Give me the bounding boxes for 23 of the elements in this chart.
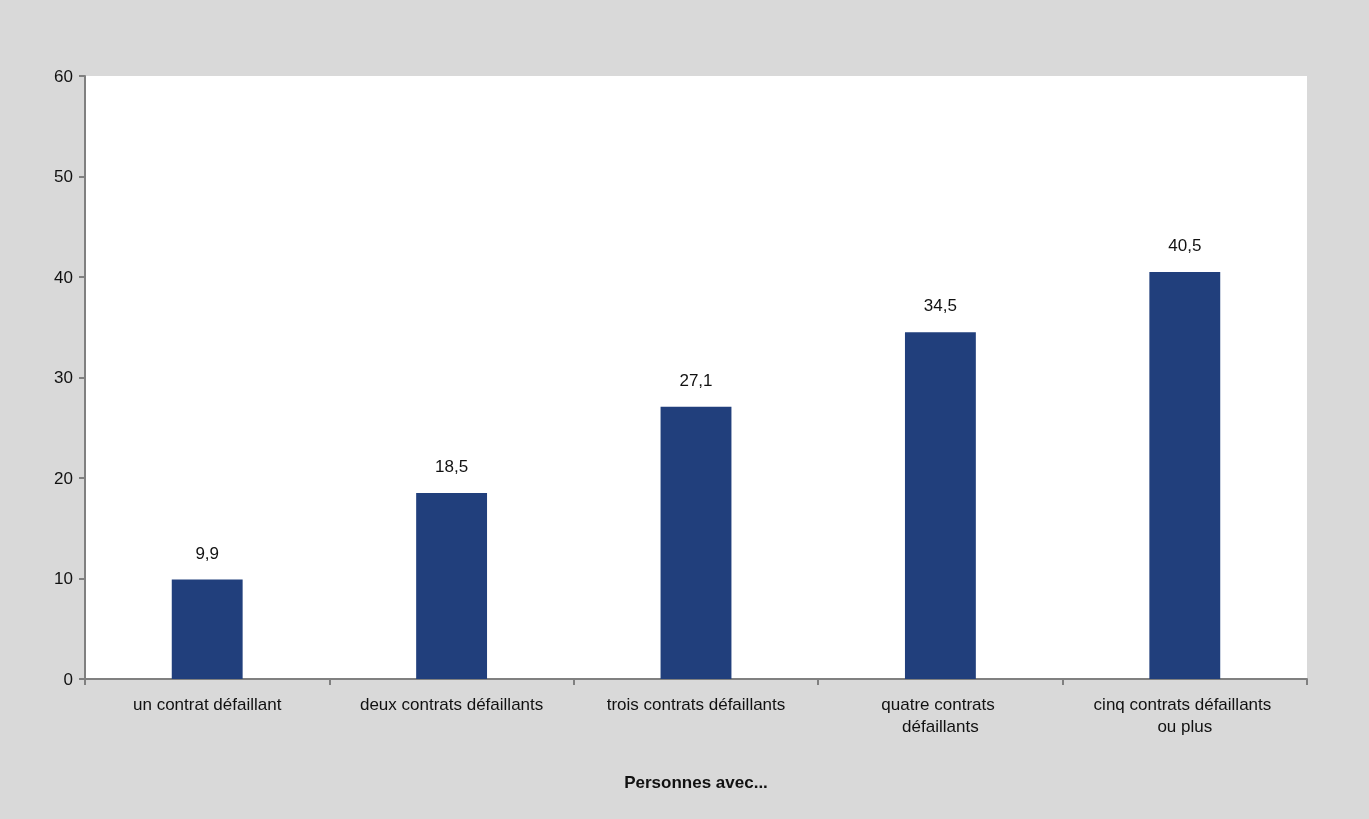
x-axis-title: Personnes avec... <box>624 773 768 792</box>
x-tick-label: deux contrats défaillants <box>359 694 544 714</box>
x-tick-label: cinq contrats défaillants ou plus <box>1093 694 1276 736</box>
data-label: 40,5 <box>1168 235 1202 255</box>
y-tick-label: 60 <box>54 66 73 86</box>
y-tick-label: 50 <box>54 167 73 186</box>
bar <box>171 579 243 679</box>
y-tick-label: 20 <box>54 468 73 488</box>
data-label: 18,5 <box>435 457 469 477</box>
bar <box>904 332 976 679</box>
data-label: 27,1 <box>679 370 713 390</box>
x-tick-label: trois contrats défaillants <box>606 694 786 714</box>
y-tick-label: 0 <box>63 669 73 689</box>
x-tick-label: quatre contrats défaillants <box>881 694 1000 736</box>
y-tick-label: 40 <box>54 267 73 287</box>
data-label: 9,9 <box>195 543 220 563</box>
y-tick-label: 10 <box>54 569 73 588</box>
y-tick-label: 30 <box>54 368 73 387</box>
bar <box>1149 271 1221 679</box>
data-label: 34,5 <box>923 296 957 316</box>
bar <box>416 493 488 679</box>
bar <box>660 406 732 679</box>
x-tick-label: un contrat défaillant <box>133 694 282 714</box>
